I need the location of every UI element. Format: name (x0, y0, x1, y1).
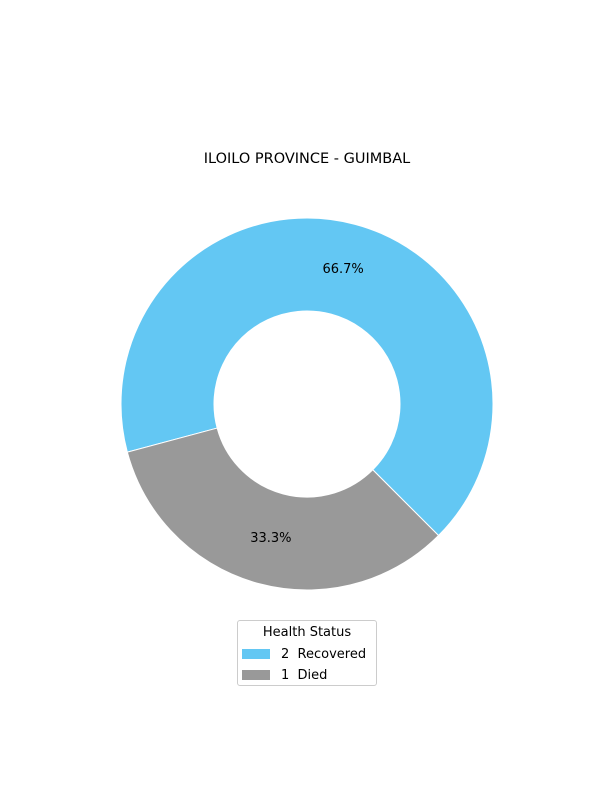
slice-died (126, 427, 440, 591)
legend-label-recovered: Recovered (297, 646, 367, 662)
percent-labels: 66.7% 33.3% (250, 262, 364, 546)
legend-count-died: 1 (281, 667, 290, 683)
legend-entry-recovered: 2 Recovered (242, 646, 366, 662)
donut-slices (120, 217, 494, 591)
percent-label-died: 33.3% (250, 531, 291, 546)
legend-swatch-recovered (242, 649, 270, 659)
legend-label-died: Died (297, 667, 328, 683)
slice-recovered (120, 217, 494, 537)
legend-count-recovered: 2 (281, 646, 290, 662)
legend-swatch-died (242, 670, 270, 680)
legend-title: Health Status (262, 625, 352, 640)
legend-entry-died: 1 Died (242, 667, 327, 683)
legend: Health Status 2 Recovered 1 Died (237, 620, 377, 686)
chart-title: ILOILO PROVINCE - GUIMBAL (204, 151, 410, 167)
percent-label-recovered: 66.7% (322, 262, 363, 277)
